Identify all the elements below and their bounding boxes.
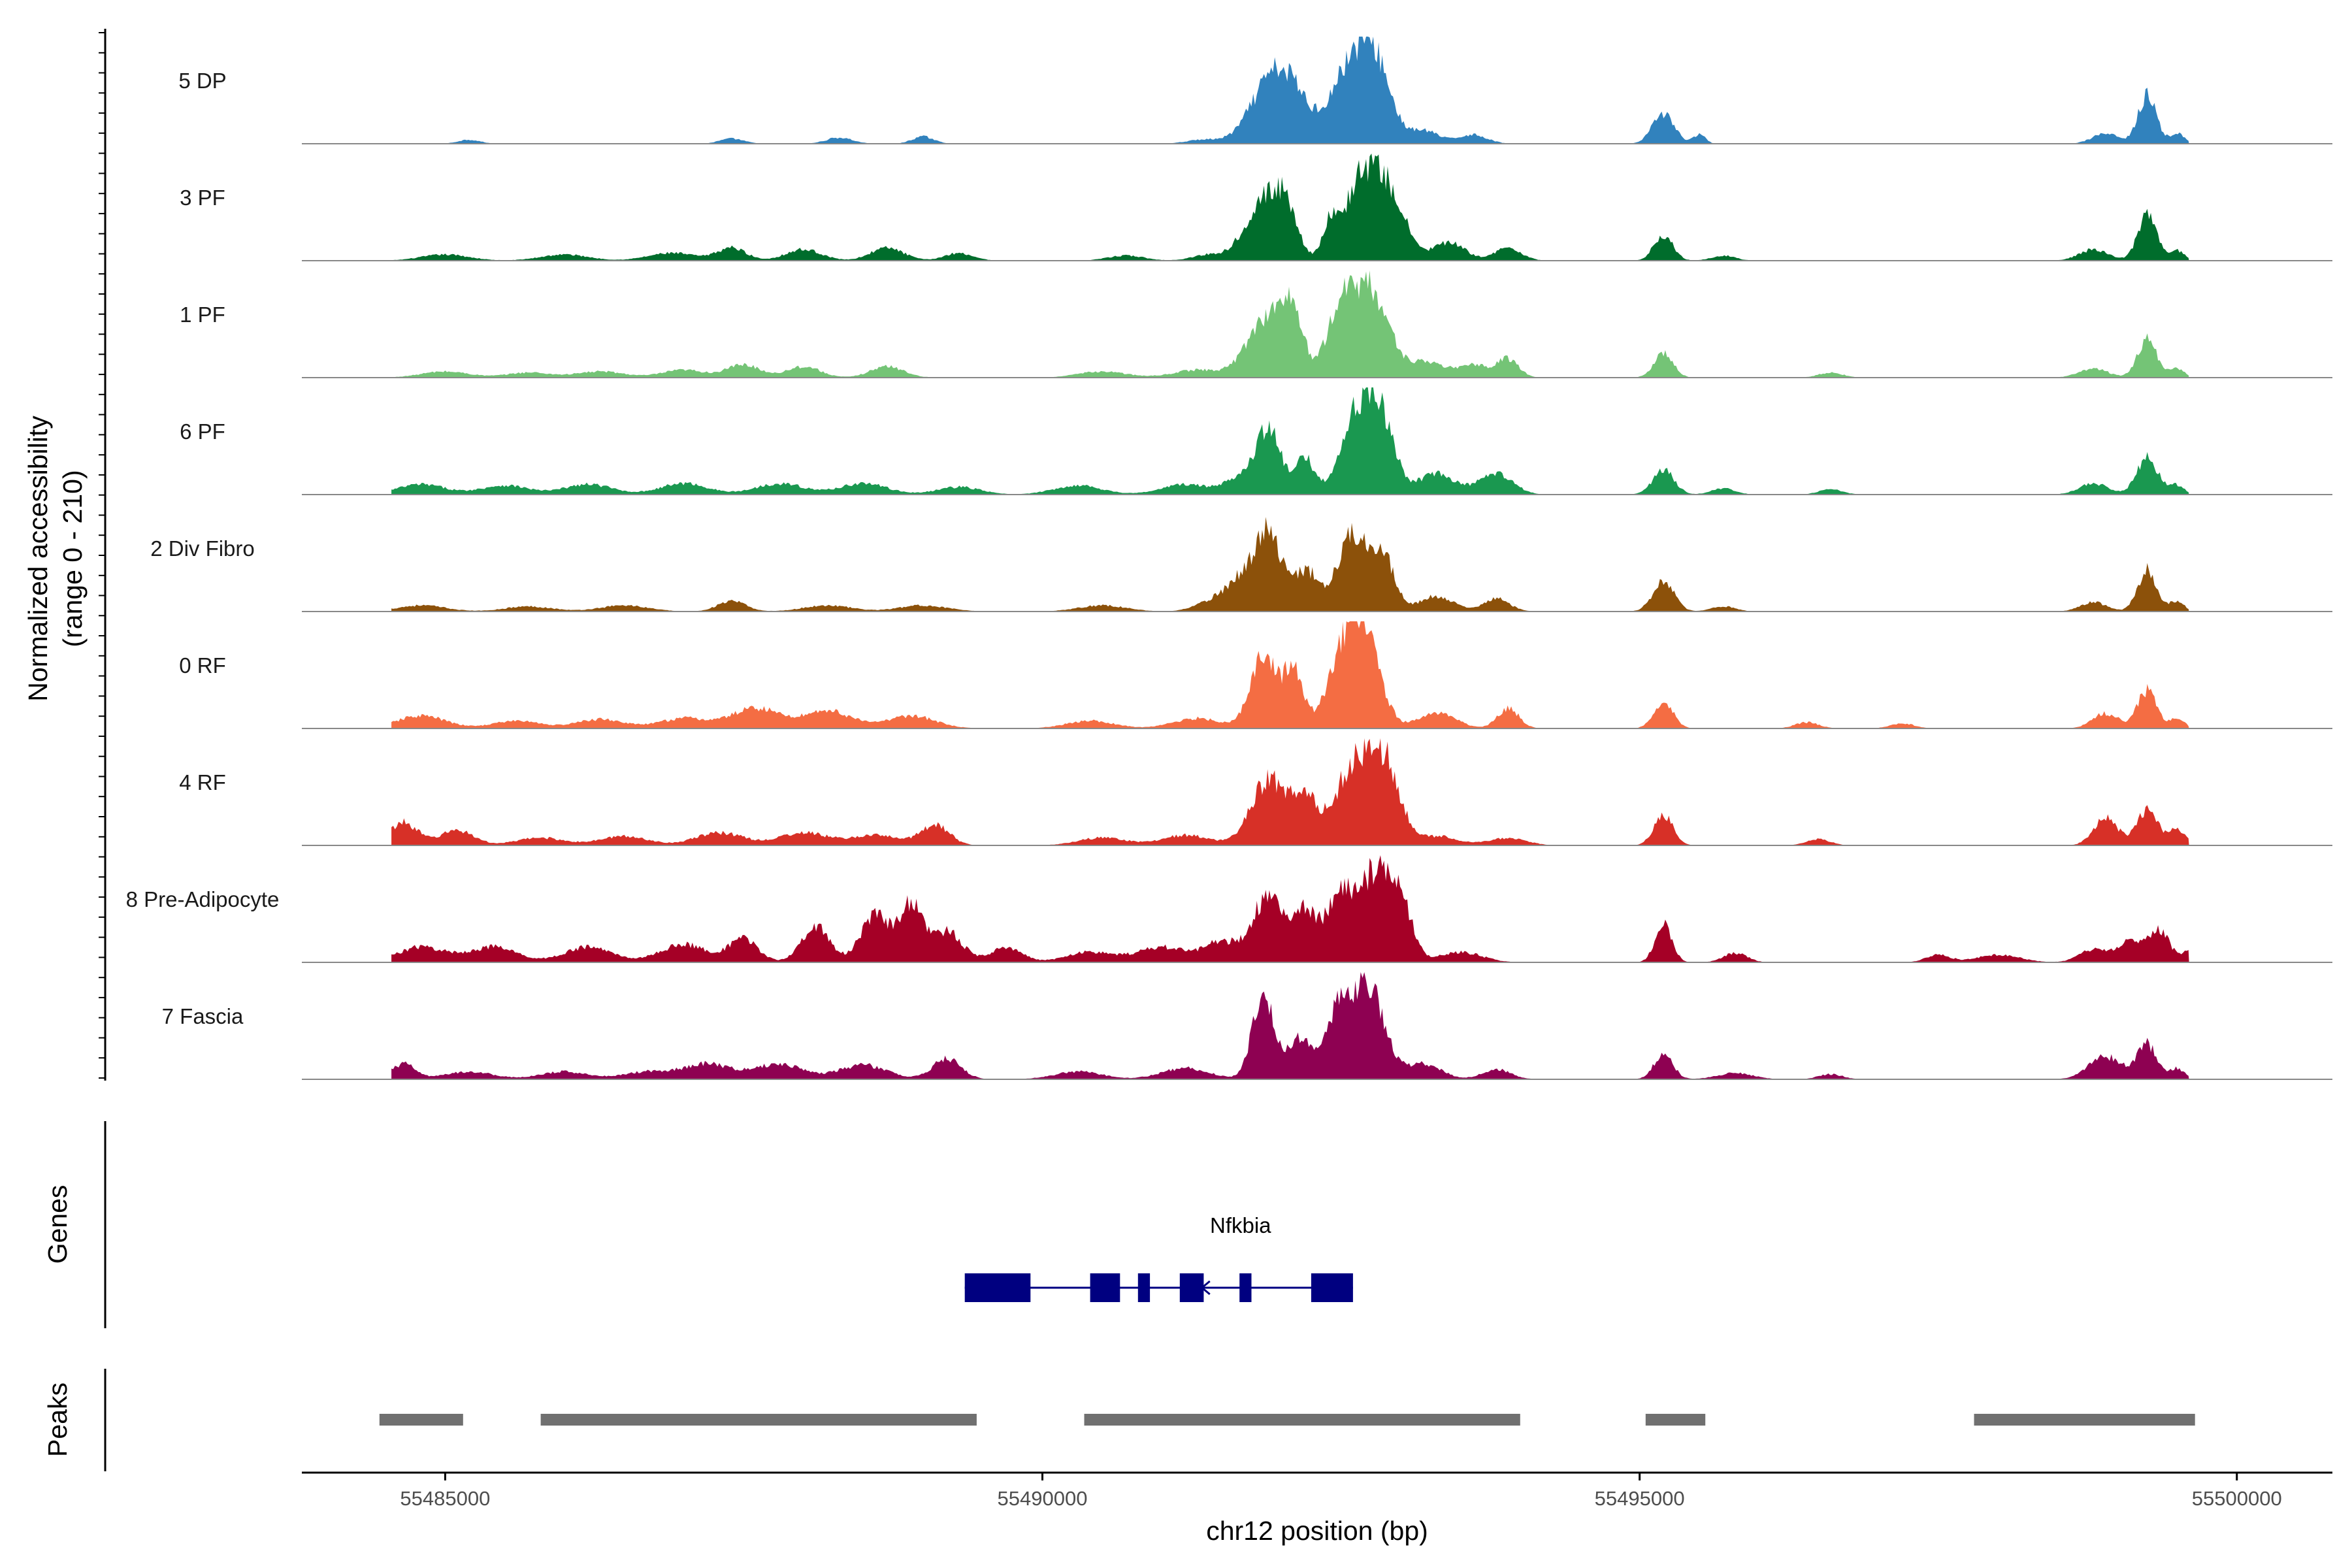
track-area-2 [391,154,2189,261]
gene-exon-1 [964,1273,1031,1302]
genes-track-label: Genes [42,1185,73,1264]
accessibility-y-axis: Normalized accessibility (range 0 - 210) [23,29,106,1081]
track-label-4: 6 PF [180,419,225,444]
track-label-5: 2 Div Fibro [150,536,255,561]
peak-bar-4 [1645,1414,1706,1426]
peaks-track: Peaks [42,1369,2195,1471]
track-label-2: 3 PF [180,186,225,210]
gene-name-label: Nfkbia [1210,1213,1271,1237]
gene-exon-6 [1311,1273,1353,1302]
track-label-1: 5 DP [178,69,226,93]
track-label-6: 0 RF [179,653,226,678]
x-tick-label: 55490000 [998,1487,1088,1510]
x-tick-label: 55500000 [2192,1487,2282,1510]
track-area-5 [391,517,2189,612]
genes-track: Genes Nfkbia [42,1121,1353,1328]
track-area-3 [391,270,2189,378]
track-area-6 [391,621,2189,728]
track-label-9: 7 Fascia [162,1004,244,1028]
gene-strand-arrow [1200,1280,1211,1296]
peak-bar-5 [1974,1414,2195,1426]
peak-bar-3 [1084,1414,1520,1426]
track-label-7: 4 RF [179,770,226,794]
x-tick-label: 55495000 [1595,1487,1685,1510]
track-label-8: 8 Pre-Adipocyte [126,887,280,911]
track-area-1 [391,37,2189,144]
peak-bar-2 [540,1414,977,1426]
track-area-8 [391,855,2189,962]
peak-bar-1 [379,1414,463,1426]
track-label-3: 1 PF [180,302,225,327]
track-area-7 [391,738,2189,845]
track-area-9 [391,972,2189,1079]
y-axis-title: Normalized accessibility [23,416,53,702]
peaks-track-label: Peaks [42,1382,73,1457]
gene-exon-3 [1137,1273,1151,1302]
track-area-4 [391,387,2189,495]
gene-exon-5 [1239,1273,1252,1302]
gene-exon-2 [1090,1273,1120,1302]
x-tick-label: 55485000 [400,1487,490,1510]
accessibility-tracks: 5 DP 3 PF 1 PF 6 PF 2 Div Fibro 0 RF 4 RF 8 Pre… [126,37,2332,1080]
x-axis-title: chr12 position (bp) [1206,1516,1428,1546]
gene-exon-4 [1179,1273,1204,1302]
x-axis: chr12 position (bp) 55485000 55490000 5549… [302,1471,2332,1546]
y-axis-range: (range 0 - 210) [57,470,88,647]
